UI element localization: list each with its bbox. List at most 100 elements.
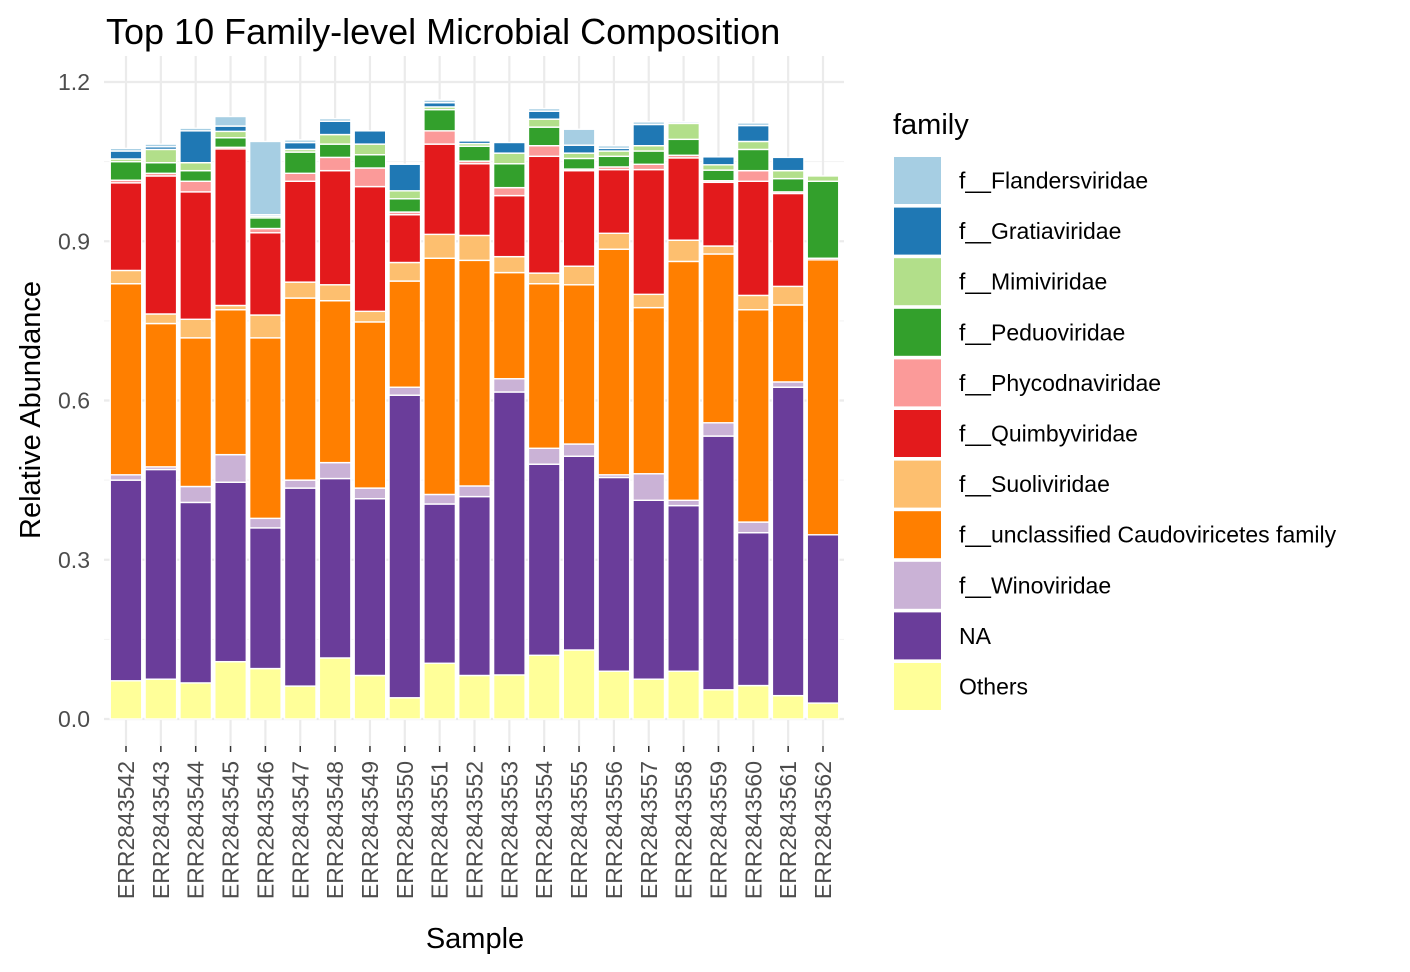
bar-segment [771, 177, 805, 193]
bar-segment [632, 306, 666, 475]
bar-segment [527, 110, 561, 120]
x-tick-label: ERR2843549 [357, 761, 383, 899]
bar-segment [423, 493, 457, 505]
bar-stack-ERR2843542 [109, 147, 143, 720]
bar-segment [423, 108, 457, 132]
bar-segment [562, 265, 596, 286]
bar-stack-ERR2843543 [144, 143, 178, 720]
x-tick-label: ERR2843555 [566, 761, 592, 899]
bar-segment [597, 144, 631, 150]
bar-segment [283, 180, 317, 283]
bar-stack-ERR2843559 [702, 156, 735, 720]
bar-segment [562, 157, 596, 170]
bar-segment [736, 294, 770, 311]
bar-segment [771, 304, 805, 383]
bar-segment [283, 487, 317, 687]
bar-segment [702, 156, 735, 166]
bar-segment [388, 214, 422, 264]
bar-segment [492, 255, 526, 274]
x-tick-label: ERR2843543 [148, 761, 174, 899]
bar-segment [353, 674, 387, 720]
bar-segment [179, 191, 213, 320]
x-tick-label: ERR2843561 [775, 761, 801, 899]
legend-label: f__Winoviridae [959, 572, 1111, 598]
x-tick-label: ERR2843562 [810, 761, 836, 899]
bar-segment [283, 685, 317, 720]
legend-key [894, 258, 941, 306]
x-tick-label: ERR2843557 [636, 761, 662, 899]
bar-segment [527, 118, 561, 128]
bar-segment [248, 517, 282, 529]
bar-segment [771, 156, 805, 172]
bar-segment [318, 461, 352, 480]
legend-label: f__Gratiaviridae [959, 218, 1121, 244]
bar-segment [179, 130, 213, 164]
bar-segment [458, 145, 491, 162]
bar-segment [109, 182, 143, 272]
bar-segment [144, 678, 178, 720]
legend-key [894, 561, 941, 609]
bar-segment [248, 527, 282, 670]
chart-title: Top 10 Family-level Microbial Compositio… [106, 11, 780, 52]
bar-segment [214, 137, 248, 148]
legend-key [894, 308, 941, 356]
bar-segment [632, 499, 666, 680]
bar-segment [492, 152, 526, 165]
bar-segment [667, 121, 701, 125]
bar-segment [144, 161, 178, 175]
bar-segment [248, 140, 282, 216]
bar-segment [492, 141, 526, 154]
bars [109, 99, 840, 720]
y-tick-label: 0.9 [58, 228, 90, 254]
bar-segment [597, 168, 631, 234]
bar-stack-ERR2843548 [318, 117, 352, 720]
bar-segment [214, 115, 248, 127]
bar-segment [667, 122, 701, 141]
bar-segment [527, 283, 561, 449]
bar-stack-ERR2843556 [597, 144, 631, 720]
bar-segment [597, 476, 631, 672]
bar-segment [283, 479, 317, 489]
bar-segment [353, 498, 387, 677]
bar-stack-ERR2843546 [248, 140, 282, 720]
x-tick-label: ERR2843542 [113, 761, 139, 899]
bar-segment [736, 309, 770, 523]
bar-segment [283, 141, 317, 151]
bar-segment [353, 143, 387, 156]
legend-key [894, 157, 941, 204]
bar-stack-ERR2843550 [388, 163, 422, 720]
legend-label: Others [959, 674, 1028, 700]
bar-segment [353, 321, 387, 489]
bar-segment [318, 657, 352, 720]
bar-segment [702, 435, 735, 691]
bar-segment [771, 381, 805, 388]
bar-segment [562, 128, 596, 146]
legend: family f__Flandersviridae f__Gratiavirida… [893, 109, 1337, 710]
y-tick-label: 0.3 [58, 547, 90, 573]
bar-segment [632, 293, 666, 309]
bar-segment [388, 280, 422, 388]
bar-segment [318, 477, 352, 659]
bar-segment [597, 232, 631, 250]
bar-segment [458, 259, 491, 487]
x-tick-label: ERR2843552 [462, 761, 488, 899]
bar-segment [318, 169, 352, 286]
bar-segment [632, 144, 666, 152]
bar-segment [632, 678, 666, 720]
bar-segment [144, 175, 178, 315]
bar-segment [179, 161, 213, 172]
bar-segment [423, 503, 457, 664]
bar-segment [179, 682, 213, 720]
legend-label: f__Quimbyviridae [959, 421, 1138, 447]
x-tick-label: ERR2843545 [218, 761, 244, 899]
x-tick-label: ERR2843553 [496, 761, 522, 899]
bar-segment [248, 314, 282, 339]
bar-segment [736, 122, 770, 127]
legend-label: f__unclassified Caudoviricetes family [959, 522, 1337, 548]
bar-segment [806, 534, 840, 704]
bar-segment [702, 253, 735, 424]
bar-segment [109, 269, 143, 285]
bar-segment [736, 169, 770, 182]
bar-segment [423, 130, 457, 145]
